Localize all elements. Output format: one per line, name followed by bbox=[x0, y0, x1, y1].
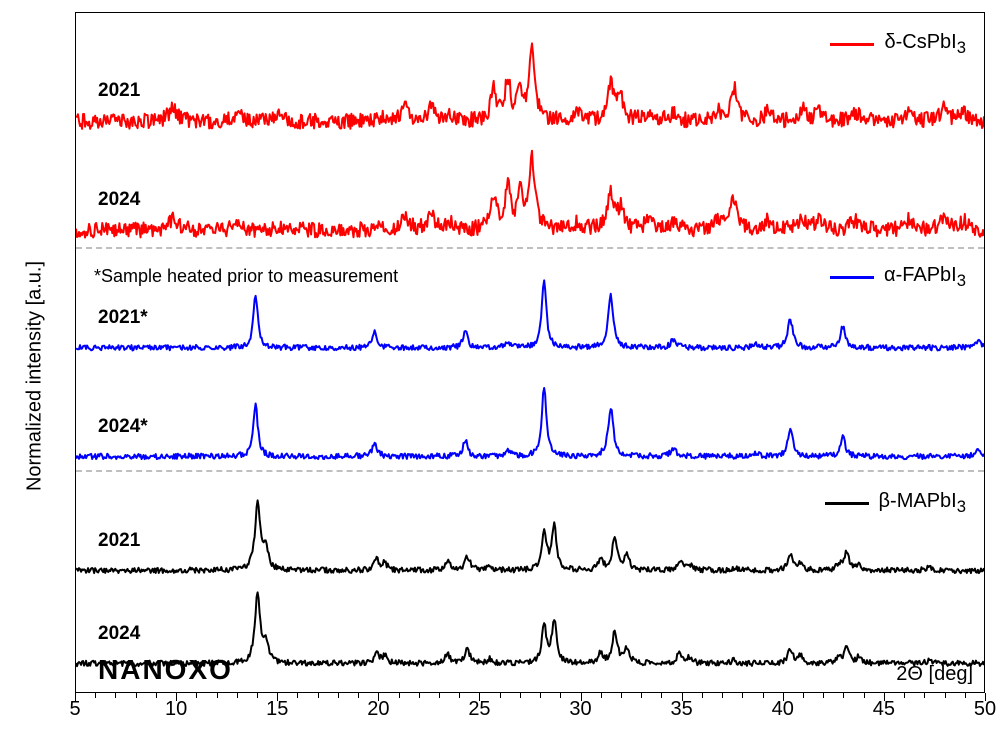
panel-separator bbox=[76, 247, 984, 249]
xtick-label: 10 bbox=[165, 698, 187, 721]
legend-entry: δ-CsPbI3 bbox=[830, 31, 966, 58]
xtick-minor bbox=[439, 693, 440, 698]
xtick-label: 5 bbox=[69, 698, 80, 721]
trace-year-label: 2021 bbox=[98, 530, 140, 552]
xtick-minor bbox=[843, 693, 844, 698]
xtick-minor bbox=[661, 693, 662, 698]
y-axis-label: Normalized intensity [a.u.] bbox=[24, 260, 47, 490]
xtick-minor bbox=[196, 693, 197, 698]
xtick-minor bbox=[459, 693, 460, 698]
xtick-label: 50 bbox=[974, 698, 996, 721]
x-axis-label: 2Θ [deg] bbox=[896, 663, 973, 721]
xtick-minor bbox=[318, 693, 319, 698]
trace-year-label: 2021* bbox=[98, 307, 148, 329]
trace-year-label: 2024 bbox=[98, 189, 140, 211]
xtick-minor bbox=[540, 693, 541, 698]
xtick-minor bbox=[520, 693, 521, 698]
heating-note: *Sample heated prior to measurement bbox=[94, 266, 398, 287]
xtick-minor bbox=[560, 693, 561, 698]
legend-entry: β-MAPbI3 bbox=[825, 490, 966, 517]
xtick-minor bbox=[399, 693, 400, 698]
xtick-minor bbox=[601, 693, 602, 698]
xtick-minor bbox=[156, 693, 157, 698]
xtick-minor bbox=[742, 693, 743, 698]
panel-separator bbox=[76, 470, 984, 472]
legend-label: β-MAPbI3 bbox=[879, 490, 966, 517]
plot-area: *Sample heated prior to measurement δ-CsP… bbox=[75, 12, 985, 693]
xtick-minor bbox=[217, 693, 218, 698]
legend-label: α-FAPbI3 bbox=[884, 264, 966, 291]
xrd-trace bbox=[76, 280, 984, 350]
trace-year-label: 2024 bbox=[98, 623, 140, 645]
xtick-minor bbox=[136, 693, 137, 698]
xrd-trace bbox=[76, 388, 984, 459]
xtick-label: 35 bbox=[671, 698, 693, 721]
trace-year-label: 2024* bbox=[98, 416, 148, 438]
xtick-minor bbox=[823, 693, 824, 698]
xtick-label: 15 bbox=[266, 698, 288, 721]
traces-svg bbox=[76, 13, 984, 692]
legend-swatch bbox=[825, 502, 869, 505]
legend-swatch bbox=[830, 43, 874, 46]
xtick-label: 45 bbox=[873, 698, 895, 721]
trace-year-label: 2021 bbox=[98, 80, 140, 102]
xtick-minor bbox=[95, 693, 96, 698]
xtick-label: 25 bbox=[468, 698, 490, 721]
brand-logo: NANOXO bbox=[98, 654, 233, 686]
xtick-minor bbox=[702, 693, 703, 698]
xtick-minor bbox=[864, 693, 865, 698]
legend-swatch bbox=[830, 276, 874, 279]
xtick-minor bbox=[297, 693, 298, 698]
xtick-minor bbox=[621, 693, 622, 698]
xtick-minor bbox=[115, 693, 116, 698]
xtick-label: 30 bbox=[569, 698, 591, 721]
xtick-minor bbox=[358, 693, 359, 698]
xtick-minor bbox=[803, 693, 804, 698]
xtick-minor bbox=[500, 693, 501, 698]
xtick-minor bbox=[419, 693, 420, 698]
xtick-minor bbox=[722, 693, 723, 698]
xtick-minor bbox=[237, 693, 238, 698]
legend-entry: α-FAPbI3 bbox=[830, 264, 966, 291]
xtick-minor bbox=[641, 693, 642, 698]
xtick-minor bbox=[257, 693, 258, 698]
legend-label: δ-CsPbI3 bbox=[884, 31, 966, 58]
xrd-trace bbox=[76, 151, 984, 238]
xtick-label: 40 bbox=[772, 698, 794, 721]
xtick-minor bbox=[338, 693, 339, 698]
xtick-label: 20 bbox=[367, 698, 389, 721]
xrd-figure: Normalized intensity [a.u.] *Sample heat… bbox=[0, 0, 1000, 751]
xtick-minor bbox=[763, 693, 764, 698]
